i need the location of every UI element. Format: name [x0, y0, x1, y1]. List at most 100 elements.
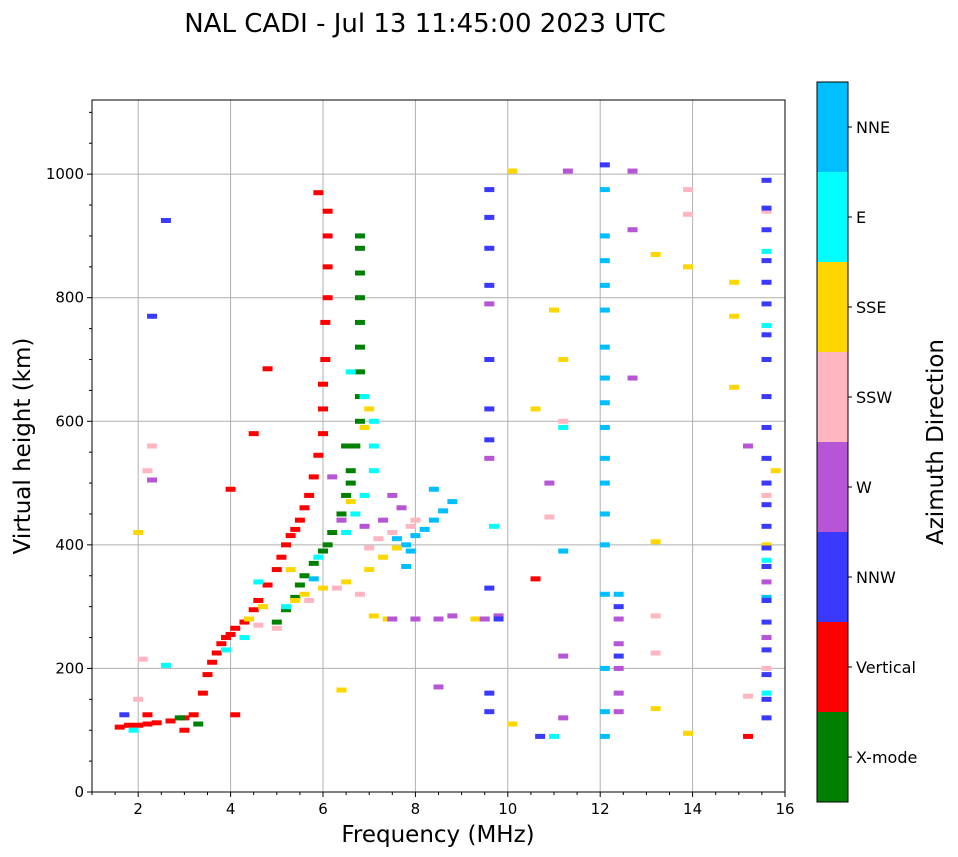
point-nne	[599, 282, 610, 288]
point-vertical	[262, 582, 273, 588]
point-w	[761, 635, 772, 641]
point-vertical	[151, 720, 162, 726]
point-w	[396, 505, 407, 511]
point-vertical	[276, 554, 287, 560]
x-tick-label: 12	[591, 800, 610, 818]
point-e	[359, 492, 370, 498]
point-nne	[599, 455, 610, 461]
point-nnw	[761, 597, 772, 603]
point-vertical	[271, 567, 282, 573]
point-w	[558, 653, 569, 659]
point-w	[327, 474, 338, 480]
point-x-mode	[336, 511, 347, 517]
point-vertical	[322, 264, 333, 270]
point-ssw	[743, 693, 754, 699]
point-w	[336, 517, 347, 523]
point-sse	[244, 616, 255, 622]
point-sse	[729, 384, 740, 390]
point-nne	[428, 517, 439, 523]
point-nnw	[160, 217, 171, 223]
y-tick-label: 1000	[46, 165, 84, 183]
point-e	[341, 530, 352, 535]
colorbar-swatch	[817, 262, 848, 352]
point-nnw	[484, 187, 495, 193]
point-ssw	[405, 523, 416, 529]
point-sse	[549, 307, 559, 313]
y-axis-label: Virtual height (km)	[10, 338, 36, 555]
point-nnw	[761, 480, 772, 486]
x-tick-label: 16	[775, 800, 794, 818]
point-w	[627, 227, 638, 233]
point-nnw	[535, 733, 546, 739]
point-w	[627, 375, 638, 381]
point-nne	[599, 258, 610, 264]
point-nnw	[761, 563, 772, 569]
point-nnw	[484, 214, 495, 220]
point-sse	[507, 721, 518, 727]
point-ssw	[137, 656, 148, 662]
point-sse	[345, 499, 356, 505]
point-vertical	[165, 718, 176, 724]
x-tick-label: 8	[411, 800, 421, 818]
point-ssw	[387, 530, 398, 535]
point-ssw	[253, 622, 264, 628]
point-nnw	[484, 406, 495, 412]
point-sse	[650, 251, 661, 257]
point-vertical	[248, 607, 259, 613]
point-nne	[599, 480, 610, 486]
point-w	[484, 455, 495, 461]
point-sse	[299, 591, 310, 597]
point-sse	[770, 468, 781, 474]
point-nne	[405, 548, 416, 554]
point-sse	[364, 567, 375, 573]
point-nne	[599, 307, 610, 313]
point-sse	[364, 406, 375, 412]
point-ssw	[650, 613, 661, 619]
point-w	[479, 616, 490, 622]
point-x-mode	[345, 480, 356, 486]
point-w	[558, 715, 569, 721]
point-nnw	[761, 696, 772, 702]
point-x-mode	[341, 443, 352, 449]
point-ssw	[147, 443, 158, 449]
point-ssw	[682, 187, 693, 193]
point-vertical	[318, 381, 328, 387]
point-nnw	[761, 301, 772, 307]
point-sse	[470, 616, 481, 622]
colorbar-category-label: Vertical	[856, 658, 916, 677]
x-tick-label: 2	[133, 800, 143, 818]
point-x-mode	[341, 492, 352, 498]
point-w	[447, 613, 458, 619]
x-axis-label: Frequency (MHz)	[341, 822, 534, 848]
point-nnw	[119, 712, 130, 718]
y-tick-label: 800	[55, 289, 84, 307]
point-nne	[419, 526, 430, 532]
point-ssw	[354, 591, 365, 597]
point-vertical	[530, 576, 541, 582]
point-w	[493, 613, 504, 619]
point-sse	[336, 687, 347, 693]
point-vertical	[142, 712, 153, 718]
point-nnw	[484, 585, 495, 591]
point-x-mode	[345, 468, 356, 474]
colorbar-swatch	[817, 622, 848, 712]
point-w	[433, 616, 444, 622]
point-nnw	[484, 357, 495, 362]
point-vertical	[253, 597, 264, 603]
point-vertical	[216, 641, 227, 647]
point-x-mode	[354, 233, 365, 239]
point-vertical	[133, 722, 144, 728]
point-nnw	[761, 647, 772, 653]
point-x-mode	[354, 245, 365, 251]
point-w	[761, 579, 772, 585]
point-vertical	[202, 672, 213, 678]
point-x-mode	[174, 715, 185, 721]
colorbar-category-label: NNW	[856, 568, 896, 587]
point-sse	[285, 567, 296, 573]
point-vertical	[188, 712, 199, 718]
grid-lines	[92, 100, 785, 792]
point-vertical	[313, 452, 324, 458]
point-nnw	[761, 258, 772, 264]
y-tick-label: 400	[55, 536, 84, 554]
